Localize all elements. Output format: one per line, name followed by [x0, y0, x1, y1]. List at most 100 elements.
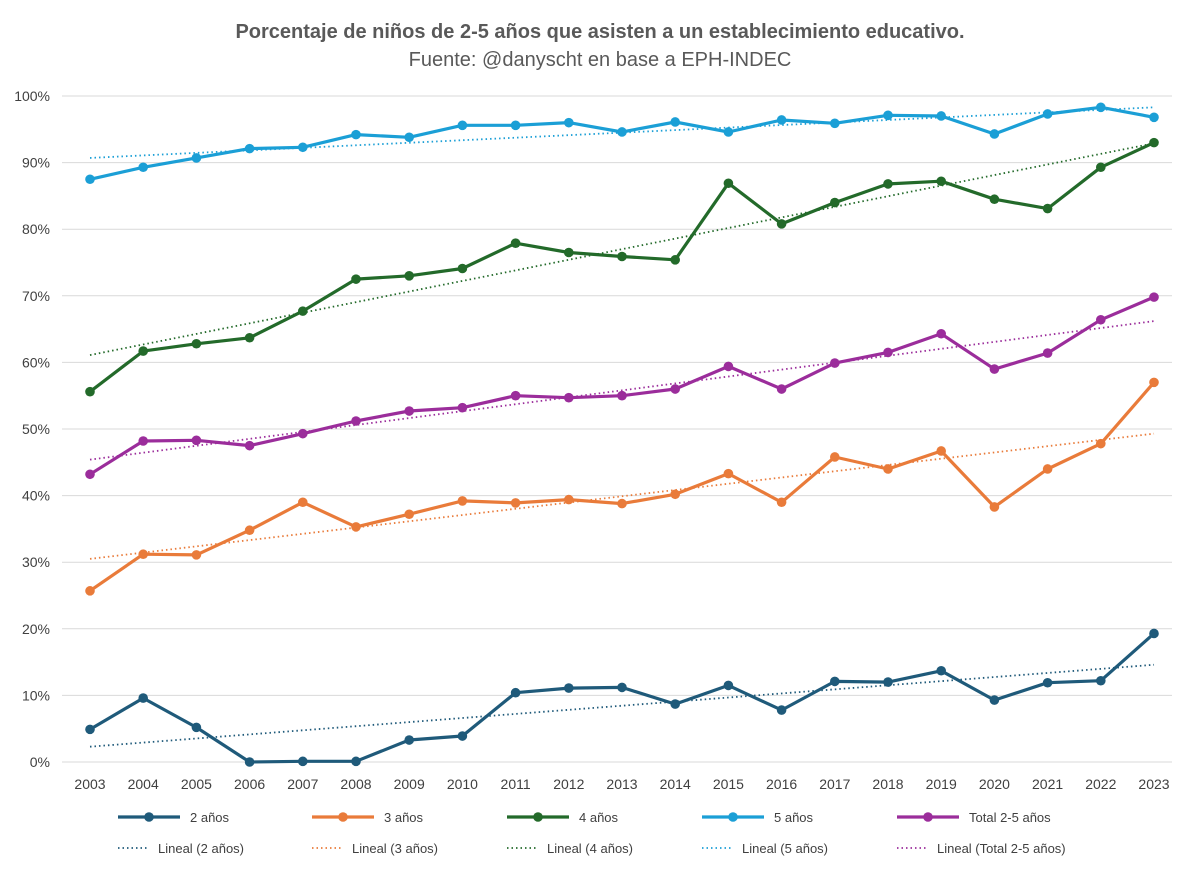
data-point [670, 489, 680, 500]
data-point [1096, 102, 1106, 113]
series-3 [85, 102, 1159, 185]
data-point [138, 693, 148, 703]
data-point [351, 522, 361, 532]
x-tick-label: 2003 [74, 776, 105, 792]
data-point [617, 251, 627, 262]
data-point [936, 176, 946, 187]
y-tick-label: 90% [22, 155, 50, 171]
data-point [670, 255, 680, 265]
legend-label: Lineal (5 años) [742, 841, 828, 856]
data-point [457, 402, 468, 413]
data-point [510, 498, 521, 508]
data-point [723, 361, 734, 372]
y-axis-ticks: 0% 10% 20% 30% 40% 50% 60% 70% 80% 90% 100% [14, 88, 50, 770]
series-lines [85, 102, 1159, 767]
data-point [936, 328, 946, 339]
trendline-2 [89, 142, 1155, 356]
data-point [191, 338, 202, 349]
data-point [670, 699, 680, 709]
x-tick-label: 2011 [501, 776, 531, 792]
series-0 [85, 628, 1159, 767]
series-4 [85, 292, 1159, 480]
data-point [830, 452, 840, 462]
x-tick-label: 2005 [181, 776, 212, 792]
trendline-1 [89, 432, 1155, 560]
data-point [138, 162, 148, 173]
series-line-1 [88, 380, 1156, 593]
data-point [138, 346, 148, 356]
legend-item-series-4: Total 2-5 años [897, 810, 1051, 825]
legend-label: 5 años [774, 810, 814, 825]
data-point [510, 687, 521, 698]
data-point [244, 332, 255, 343]
x-tick-label: 2007 [287, 776, 318, 792]
data-point [883, 677, 893, 687]
y-tick-label: 60% [22, 354, 50, 370]
data-point [1096, 438, 1106, 449]
legend-item-trend-1: Lineal (3 años) [312, 841, 438, 856]
data-point [191, 722, 202, 733]
data-point [1149, 628, 1159, 639]
data-point [830, 676, 840, 687]
data-point [404, 735, 415, 745]
data-point [244, 525, 255, 536]
x-tick-label: 2020 [979, 776, 1010, 792]
data-point [510, 390, 521, 401]
data-point [1149, 112, 1159, 123]
legend-label: Lineal (4 años) [547, 841, 633, 856]
legend-marker [338, 812, 348, 822]
data-point [776, 115, 787, 125]
gridlines [62, 95, 1172, 763]
legend-label: Total 2-5 años [969, 810, 1051, 825]
data-point [244, 440, 255, 451]
data-point [723, 127, 734, 137]
series-2 [85, 137, 1159, 397]
data-point [1042, 464, 1053, 474]
x-tick-label: 2017 [819, 776, 850, 792]
data-point [138, 436, 148, 446]
data-point [510, 120, 521, 131]
data-point [936, 665, 946, 676]
legend-marker [533, 812, 543, 822]
y-tick-label: 100% [14, 88, 50, 104]
data-point [1096, 314, 1106, 325]
data-point [191, 153, 202, 163]
x-tick-label: 2008 [340, 776, 371, 792]
legend-item-trend-3: Lineal (5 años) [702, 841, 828, 856]
data-point [989, 129, 1000, 139]
data-point [191, 435, 202, 446]
chart-title: Porcentaje de niños de 2-5 años que asis… [235, 21, 964, 43]
data-point [457, 263, 468, 274]
data-point [617, 390, 627, 401]
legend-marker [144, 812, 154, 822]
data-point [883, 464, 893, 474]
legend-label: 2 años [190, 810, 230, 825]
x-tick-label: 2006 [234, 776, 265, 792]
data-point [723, 680, 734, 691]
data-point [883, 110, 893, 121]
x-tick-label: 2019 [926, 776, 957, 792]
data-point [564, 494, 574, 505]
data-point [989, 194, 1000, 205]
data-point [85, 469, 95, 480]
data-point [85, 386, 95, 397]
data-point [1149, 292, 1159, 302]
trendlines [89, 106, 1155, 748]
data-point [457, 731, 468, 741]
legend-item-trend-4: Lineal (Total 2-5 años) [897, 841, 1066, 856]
data-point [1096, 675, 1106, 686]
data-point [351, 274, 361, 284]
x-tick-label: 2010 [447, 776, 478, 792]
data-point [404, 509, 415, 520]
data-point [776, 384, 787, 394]
data-point [244, 757, 255, 767]
legend: 2 años 3 años 4 años 5 años Total 2-5 años Li… [118, 810, 1066, 856]
data-point [830, 197, 840, 208]
data-point [351, 129, 361, 140]
x-tick-label: 2023 [1138, 776, 1169, 792]
data-point [617, 498, 627, 509]
data-point [404, 271, 415, 281]
trendline-4 [89, 320, 1155, 461]
